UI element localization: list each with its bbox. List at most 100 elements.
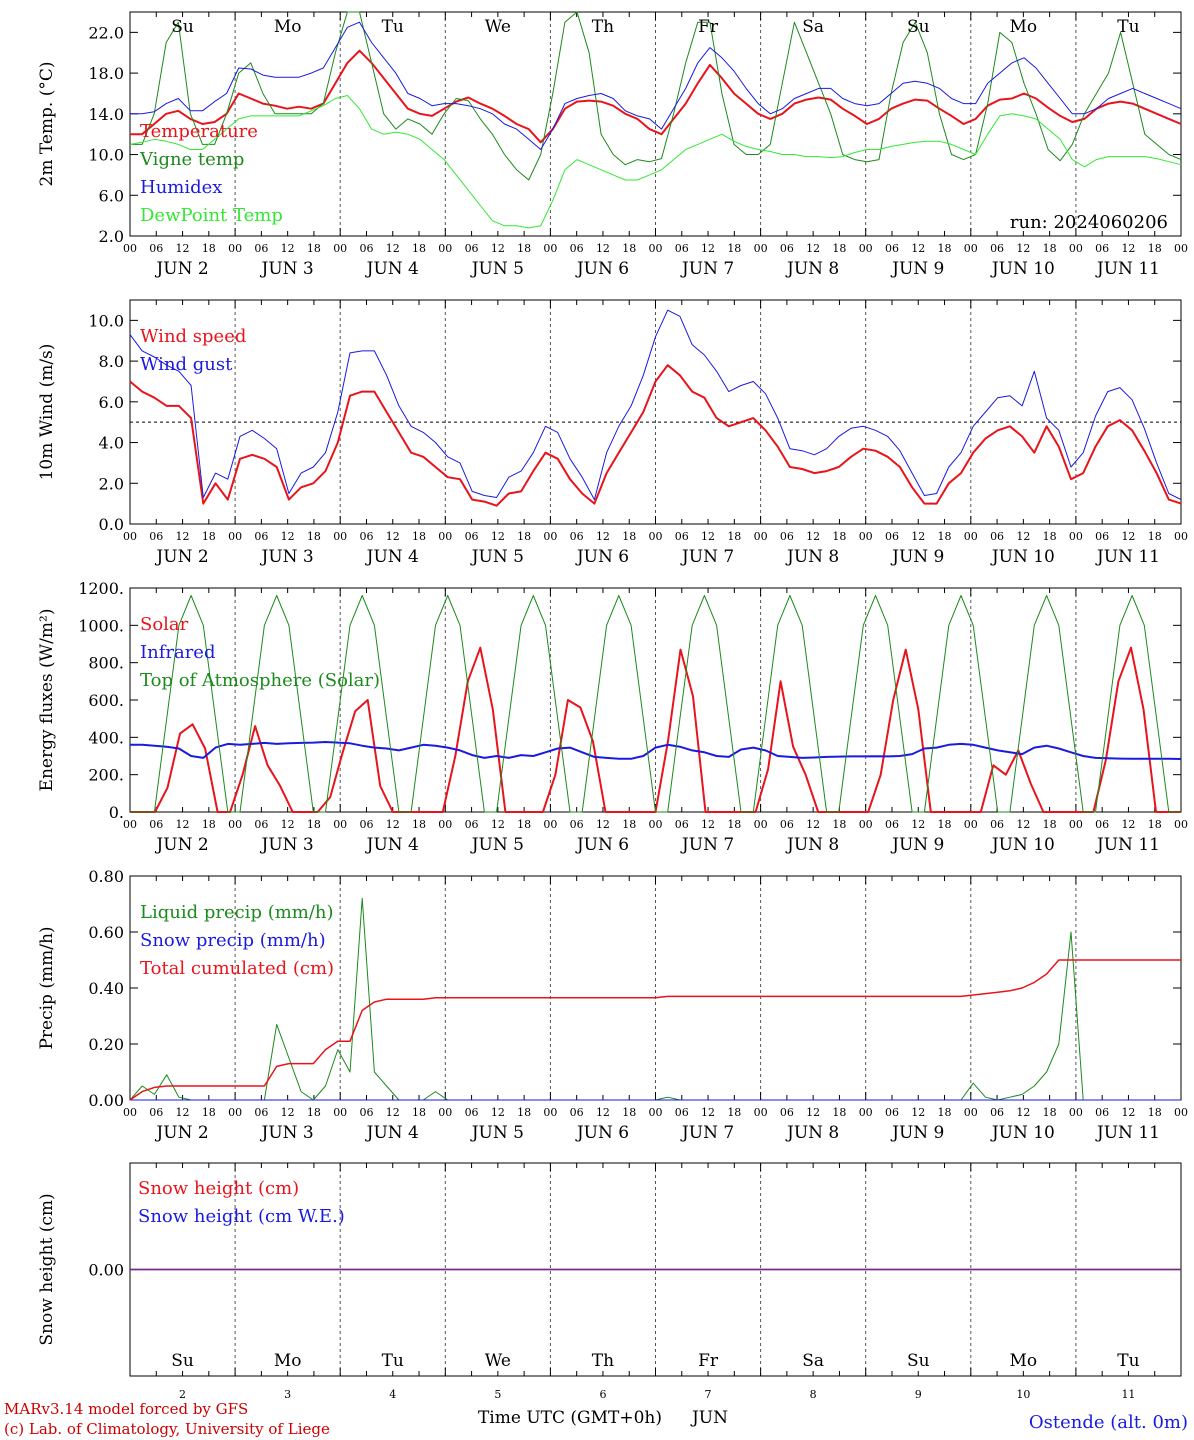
- y-tick-label: 10.0: [88, 146, 124, 165]
- date-label: JUN 10: [990, 1123, 1055, 1143]
- date-label: JUN 7: [680, 1123, 734, 1143]
- hour-tick-label: 06: [990, 530, 1004, 543]
- legend-entry: Infrared: [140, 642, 215, 663]
- hour-tick-label: 00: [754, 818, 768, 831]
- hour-tick-label: 18: [622, 1106, 636, 1119]
- date-label: JUN 2: [154, 835, 208, 855]
- panel-5: [129, 1162, 1182, 1377]
- hour-tick-label: 06: [359, 242, 373, 255]
- hour-tick-label: 00: [438, 530, 452, 543]
- hour-tick-label: 12: [281, 530, 295, 543]
- hour-tick-label: 06: [885, 530, 899, 543]
- hour-tick-label: 06: [780, 242, 794, 255]
- hour-tick-label: 12: [176, 530, 190, 543]
- hour-tick-label: 00: [438, 242, 452, 255]
- legend-entry: DewPoint Temp: [140, 205, 283, 226]
- hour-tick-label: 18: [727, 818, 741, 831]
- date-label: JUN 2: [154, 1123, 208, 1143]
- date-label: JUN 6: [575, 547, 629, 567]
- hour-tick-label: 18: [938, 818, 952, 831]
- day-number-label: 10: [1016, 1388, 1030, 1401]
- hour-tick-label: 12: [386, 530, 400, 543]
- date-label: JUN 11: [1095, 259, 1160, 279]
- y-tick-label: 6.0: [99, 186, 124, 205]
- y-tick-label: 18.0: [88, 64, 124, 83]
- hour-tick-label: 12: [911, 1106, 925, 1119]
- hour-tick-label: 06: [570, 242, 584, 255]
- hour-tick-label: 12: [281, 818, 295, 831]
- y-tick-label: 14.0: [88, 105, 124, 124]
- hour-tick-label: 12: [911, 530, 925, 543]
- day-number-label: 11: [1121, 1388, 1135, 1401]
- legend-entry: Total cumulated (cm): [140, 958, 334, 979]
- hour-tick-label: 12: [491, 1106, 505, 1119]
- day-number-label: 7: [705, 1388, 712, 1401]
- hour-tick-label: 00: [1174, 1106, 1188, 1119]
- hour-tick-label: 12: [1121, 818, 1135, 831]
- weekday-label: Th: [592, 1351, 614, 1371]
- date-label: JUN 2: [154, 547, 208, 567]
- hour-tick-label: 00: [649, 242, 663, 255]
- hour-tick-label: 00: [649, 818, 663, 831]
- weekday-label: Tu: [382, 1351, 404, 1371]
- weekday-label: Mo: [1010, 17, 1038, 37]
- hour-tick-label: 00: [228, 530, 242, 543]
- hour-tick-label: 06: [465, 242, 479, 255]
- weekday-label: Su: [171, 1351, 194, 1371]
- date-label: JUN 4: [365, 259, 419, 279]
- date-label: JUN 4: [365, 547, 419, 567]
- hour-tick-label: 18: [412, 1106, 426, 1119]
- legend-entry: Wind gust: [140, 354, 233, 375]
- date-label: JUN 5: [470, 1123, 524, 1143]
- hour-tick-label: 00: [228, 242, 242, 255]
- y-tick-label: 0.20: [88, 1035, 124, 1054]
- date-label: JUN 8: [785, 1123, 839, 1143]
- weekday-label: Tu: [1117, 17, 1139, 37]
- date-label: JUN 7: [680, 259, 734, 279]
- panel-3: [129, 587, 1182, 813]
- hour-tick-label: 18: [622, 242, 636, 255]
- series-line-3: [129, 959, 1181, 1101]
- hour-tick-label: 06: [359, 1106, 373, 1119]
- series-line-2: [129, 309, 1182, 501]
- hour-tick-label: 12: [386, 818, 400, 831]
- hour-tick-label: 12: [701, 1106, 715, 1119]
- y-tick-label: 10.0: [88, 311, 124, 330]
- day-number-label: 4: [389, 1388, 396, 1401]
- hour-tick-label: 06: [675, 242, 689, 255]
- hour-tick-label: 00: [1069, 530, 1083, 543]
- hour-tick-label: 00: [333, 1106, 347, 1119]
- lab-credit: (c) Lab. of Climatology, University of L…: [4, 1420, 330, 1438]
- hour-tick-label: 18: [1043, 1106, 1057, 1119]
- hour-tick-label: 18: [517, 818, 531, 831]
- hour-tick-label: 00: [1069, 1106, 1083, 1119]
- date-label: JUN 7: [680, 835, 734, 855]
- hour-tick-label: 00: [123, 1106, 137, 1119]
- hour-tick-label: 18: [307, 818, 321, 831]
- hour-tick-label: 18: [1148, 1106, 1162, 1119]
- y-tick-label: 0.: [109, 803, 124, 822]
- date-label: JUN 8: [785, 259, 839, 279]
- hour-tick-label: 00: [859, 1106, 873, 1119]
- hour-tick-label: 12: [701, 530, 715, 543]
- weekday-label: We: [485, 1351, 511, 1371]
- series-line-1: [130, 49, 1182, 144]
- y-tick-label: 0.00: [88, 1261, 124, 1280]
- date-label: JUN 8: [785, 547, 839, 567]
- hour-tick-label: 00: [859, 242, 873, 255]
- date-label: JUN 4: [365, 835, 419, 855]
- hour-tick-label: 18: [727, 530, 741, 543]
- legend-entry: Top of Atmosphere (Solar): [140, 670, 380, 691]
- legend-entry: Humidex: [140, 177, 222, 198]
- weekday-label: Su: [171, 17, 194, 37]
- y-tick-label: 2.0: [99, 227, 124, 246]
- hour-tick-label: 12: [596, 818, 610, 831]
- hour-tick-label: 00: [543, 530, 557, 543]
- weekday-label: Mo: [274, 1351, 302, 1371]
- hour-tick-label: 00: [123, 818, 137, 831]
- y-tick-label: 2.0: [99, 474, 124, 493]
- weekday-label: Mo: [1010, 1351, 1038, 1371]
- day-number-label: 3: [284, 1388, 291, 1401]
- date-label: JUN 6: [575, 1123, 629, 1143]
- panel-2: [129, 299, 1182, 525]
